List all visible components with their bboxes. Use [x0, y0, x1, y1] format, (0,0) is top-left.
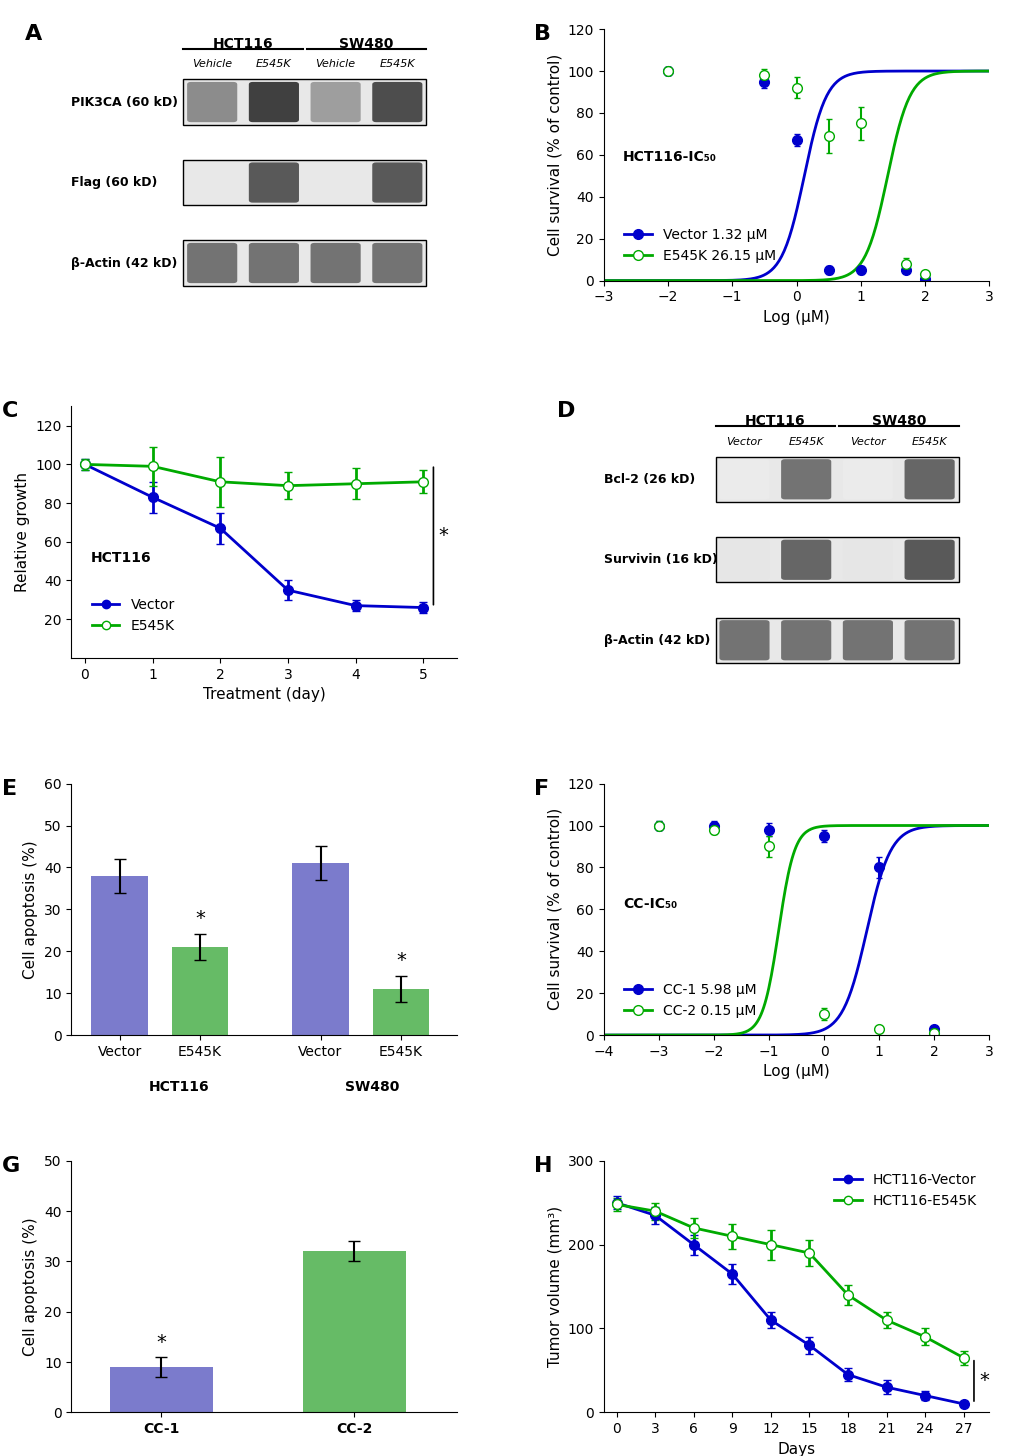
- FancyBboxPatch shape: [310, 82, 361, 122]
- Text: E545K: E545K: [911, 437, 947, 447]
- Legend: Vector 1.32 μM, E545K 26.15 μM: Vector 1.32 μM, E545K 26.15 μM: [618, 223, 781, 269]
- FancyBboxPatch shape: [904, 459, 954, 499]
- Y-axis label: Cell survival (% of control): Cell survival (% of control): [546, 54, 561, 256]
- Text: Vector: Vector: [849, 437, 884, 447]
- Text: A: A: [25, 25, 43, 44]
- Text: E545K: E545K: [256, 60, 291, 70]
- Text: E545K: E545K: [379, 60, 415, 70]
- Text: Vehicle: Vehicle: [192, 60, 232, 70]
- Text: Flag (60 kD): Flag (60 kD): [71, 176, 158, 189]
- FancyBboxPatch shape: [715, 617, 958, 662]
- Text: F: F: [534, 779, 549, 798]
- FancyBboxPatch shape: [186, 243, 237, 282]
- FancyBboxPatch shape: [904, 620, 954, 661]
- FancyBboxPatch shape: [249, 82, 299, 122]
- Y-axis label: Tumor volume (mm³): Tumor volume (mm³): [546, 1206, 561, 1367]
- FancyBboxPatch shape: [718, 540, 768, 579]
- X-axis label: Days: Days: [776, 1441, 815, 1456]
- FancyBboxPatch shape: [183, 240, 426, 285]
- FancyBboxPatch shape: [310, 243, 361, 282]
- Bar: [92, 877, 148, 1035]
- FancyBboxPatch shape: [842, 459, 892, 499]
- FancyBboxPatch shape: [372, 243, 422, 282]
- X-axis label: Log (μM): Log (μM): [762, 310, 829, 325]
- Bar: [110, 1367, 213, 1412]
- Y-axis label: Cell survival (% of control): Cell survival (% of control): [546, 808, 561, 1010]
- Text: SW480: SW480: [870, 414, 925, 428]
- Legend: Vector, E545K: Vector, E545K: [86, 593, 180, 638]
- Bar: [171, 946, 228, 1035]
- Text: PIK3CA (60 kD): PIK3CA (60 kD): [71, 96, 178, 109]
- FancyBboxPatch shape: [718, 459, 768, 499]
- Y-axis label: Relative growth: Relative growth: [14, 472, 30, 593]
- Text: Vehicle: Vehicle: [315, 60, 356, 70]
- FancyBboxPatch shape: [249, 163, 299, 202]
- Y-axis label: Cell apoptosis (%): Cell apoptosis (%): [23, 840, 39, 978]
- X-axis label: Treatment (day): Treatment (day): [203, 687, 325, 702]
- FancyBboxPatch shape: [781, 620, 830, 661]
- FancyBboxPatch shape: [249, 243, 299, 282]
- FancyBboxPatch shape: [183, 80, 426, 125]
- Text: C: C: [2, 402, 18, 421]
- Y-axis label: Cell apoptosis (%): Cell apoptosis (%): [23, 1217, 39, 1356]
- FancyBboxPatch shape: [715, 457, 958, 502]
- Text: HCT116: HCT116: [149, 1080, 210, 1095]
- Text: HCT116: HCT116: [91, 552, 151, 565]
- Text: SW480: SW480: [344, 1080, 399, 1095]
- FancyBboxPatch shape: [842, 540, 892, 579]
- Text: D: D: [556, 402, 575, 421]
- FancyBboxPatch shape: [718, 620, 768, 661]
- Text: Vector: Vector: [726, 437, 761, 447]
- Text: HCT116: HCT116: [213, 36, 273, 51]
- FancyBboxPatch shape: [372, 82, 422, 122]
- Text: β-Actin (42 kD): β-Actin (42 kD): [71, 256, 177, 269]
- X-axis label: Log (μM): Log (μM): [762, 1064, 829, 1079]
- Text: Bcl-2 (26 kD): Bcl-2 (26 kD): [603, 473, 694, 486]
- Text: *: *: [395, 951, 406, 970]
- Bar: [303, 1251, 406, 1412]
- Legend: HCT116-Vector, HCT116-E545K: HCT116-Vector, HCT116-E545K: [827, 1168, 981, 1214]
- FancyBboxPatch shape: [715, 537, 958, 582]
- FancyBboxPatch shape: [186, 82, 237, 122]
- FancyBboxPatch shape: [904, 540, 954, 579]
- Bar: [292, 863, 348, 1035]
- Text: *: *: [156, 1332, 166, 1353]
- Text: SW480: SW480: [339, 36, 393, 51]
- FancyBboxPatch shape: [183, 160, 426, 205]
- Text: *: *: [195, 909, 205, 929]
- Text: *: *: [438, 527, 448, 546]
- Text: *: *: [978, 1372, 988, 1390]
- Text: H: H: [534, 1156, 552, 1176]
- Text: G: G: [2, 1156, 20, 1176]
- Text: E545K: E545K: [788, 437, 823, 447]
- FancyBboxPatch shape: [842, 620, 892, 661]
- FancyBboxPatch shape: [781, 459, 830, 499]
- Text: HCT116: HCT116: [744, 414, 805, 428]
- Legend: CC-1 5.98 μM, CC-2 0.15 μM: CC-1 5.98 μM, CC-2 0.15 μM: [618, 977, 761, 1024]
- FancyBboxPatch shape: [781, 540, 830, 579]
- Text: E: E: [2, 779, 17, 798]
- Text: CC-IC₅₀: CC-IC₅₀: [623, 897, 677, 911]
- Text: β-Actin (42 kD): β-Actin (42 kD): [603, 633, 709, 646]
- Text: HCT116-IC₅₀: HCT116-IC₅₀: [623, 150, 716, 165]
- Text: Survivin (16 kD): Survivin (16 kD): [603, 553, 716, 566]
- FancyBboxPatch shape: [372, 163, 422, 202]
- Text: B: B: [534, 25, 550, 44]
- Bar: [372, 989, 429, 1035]
